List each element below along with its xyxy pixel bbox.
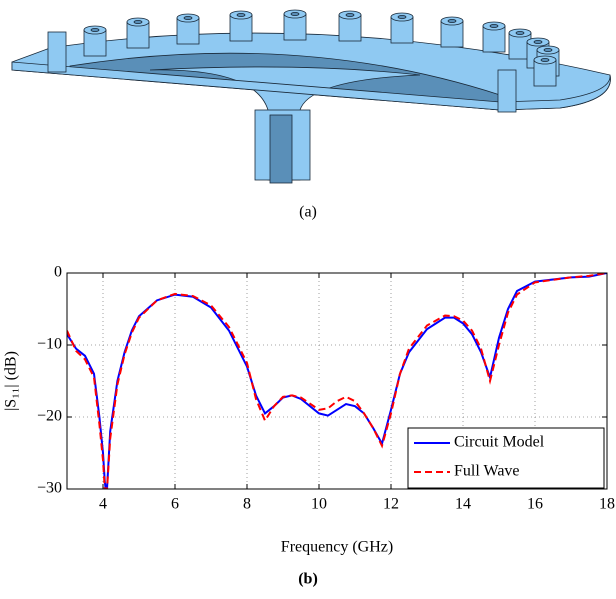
legend-label: Circuit Model <box>454 434 545 451</box>
x-tick-label: 14 <box>455 496 471 513</box>
post-hole <box>448 19 456 22</box>
x-tick-label: 8 <box>243 496 251 513</box>
right-wall <box>498 70 516 112</box>
y-tick-label: −10 <box>37 336 62 353</box>
y-tick-label: 0 <box>54 264 62 281</box>
y-tick-label: −30 <box>37 480 62 497</box>
x-tick-label: 18 <box>599 496 615 513</box>
y-axis-label: |S₁₁| (dB) <box>3 351 20 411</box>
caption-a: (a) <box>299 204 317 221</box>
post-hole <box>544 48 552 51</box>
legend-label: Full Wave <box>454 463 520 480</box>
x-tick-label: 6 <box>171 496 179 513</box>
post-hole <box>237 13 245 16</box>
feed-inner <box>270 115 292 183</box>
post-hole <box>184 16 192 19</box>
antenna-model <box>12 10 610 183</box>
left-wall <box>48 32 66 72</box>
x-tick-label: 16 <box>527 496 543 513</box>
post-hole <box>346 13 354 16</box>
x-axis-label: Frequency (GHz) <box>281 539 393 556</box>
legend: Circuit Model Full Wave <box>408 428 604 488</box>
figure: (a) 4 6 8 10 12 14 16 18 −30 −20 −10 0 Frequency (G… <box>0 0 616 599</box>
post-hole <box>291 12 299 15</box>
x-tick-label: 10 <box>311 496 327 513</box>
post-hole <box>534 40 542 43</box>
post-hole <box>91 28 99 31</box>
y-tick-label: −20 <box>37 408 62 425</box>
caption-b: (b) <box>298 571 318 588</box>
post-hole <box>490 24 498 27</box>
post-hole <box>541 58 549 61</box>
post-hole <box>398 15 406 18</box>
x-tick-label: 12 <box>383 496 399 513</box>
post-hole <box>516 31 524 34</box>
post-hole <box>134 20 142 23</box>
x-tick-label: 4 <box>99 496 107 513</box>
